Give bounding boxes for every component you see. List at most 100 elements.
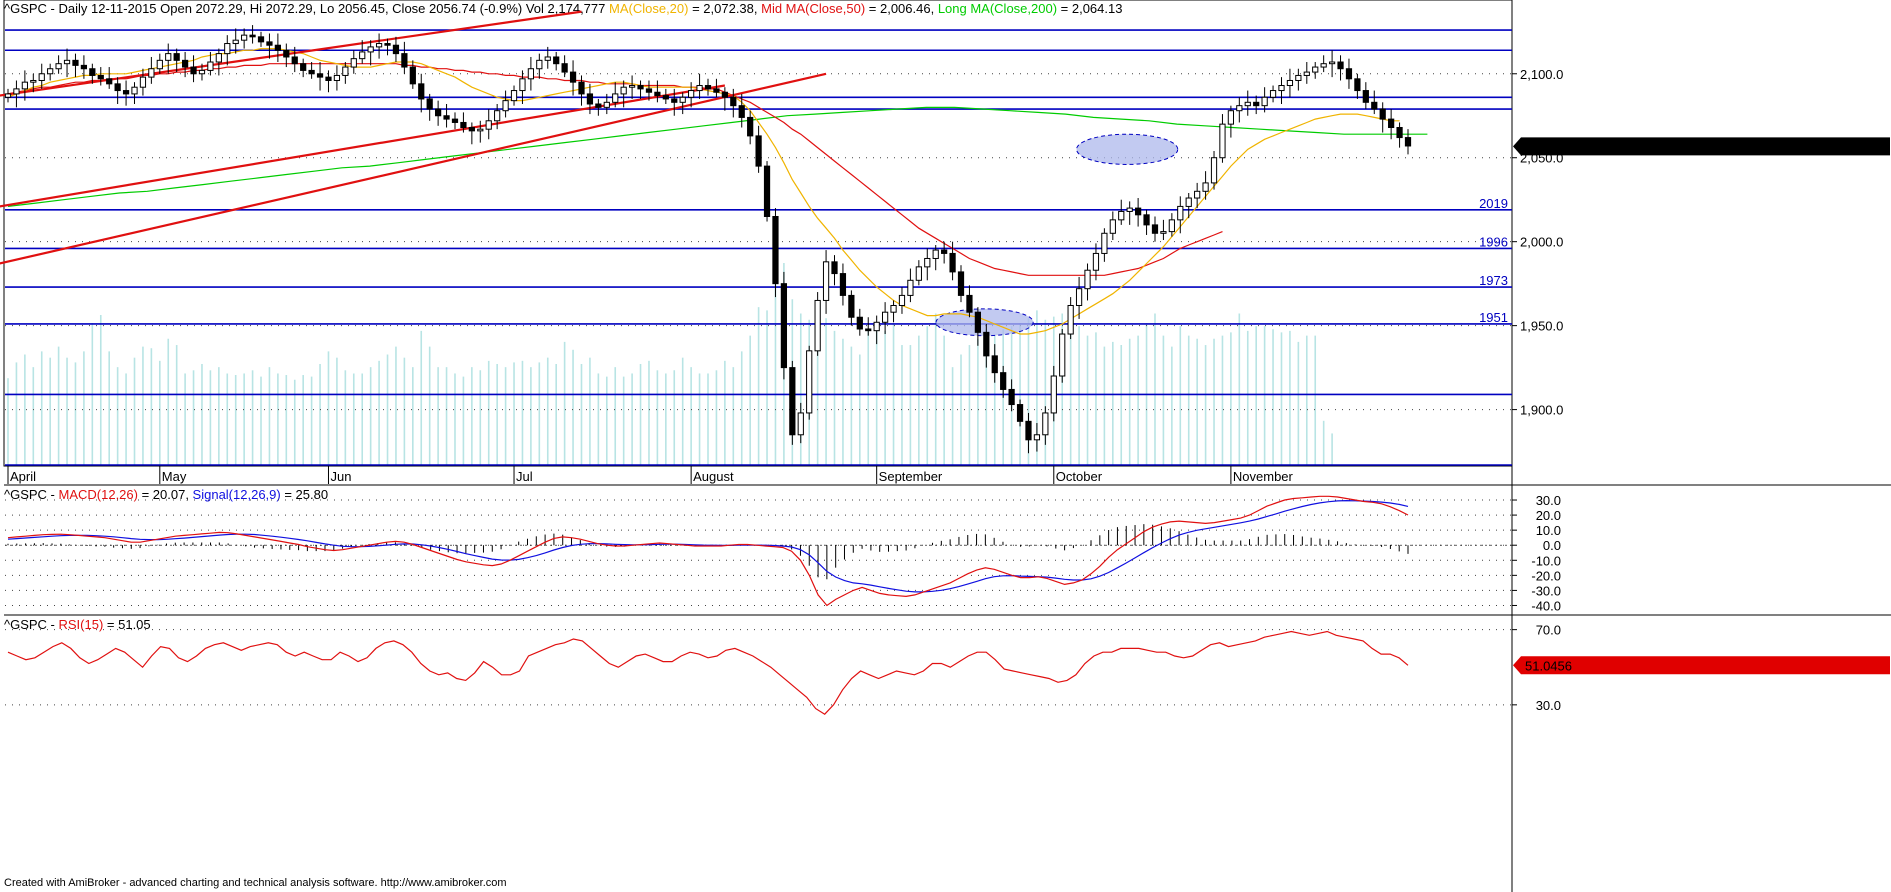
candle-up xyxy=(797,412,804,436)
candle-up xyxy=(1278,85,1285,92)
candle-down xyxy=(865,328,872,332)
candle-up xyxy=(1286,79,1294,87)
candle-up xyxy=(165,53,172,61)
candle-down xyxy=(662,95,669,100)
candle-down xyxy=(966,294,973,313)
candle-up xyxy=(477,128,484,132)
candle-up xyxy=(1219,123,1226,159)
candle-down xyxy=(730,96,737,107)
candle-up xyxy=(1227,110,1235,125)
candle-up xyxy=(148,68,155,78)
candle-down xyxy=(1354,78,1361,92)
candle-down xyxy=(114,83,121,92)
trend-line xyxy=(0,84,726,208)
candle-down xyxy=(1396,127,1403,139)
candle-down xyxy=(1379,108,1386,120)
month-label: August xyxy=(693,469,734,484)
candle-down xyxy=(291,56,298,65)
candle-up xyxy=(1033,434,1041,441)
rsi-line xyxy=(7,630,1409,715)
candle-up xyxy=(890,304,897,313)
candle-up xyxy=(1312,66,1319,73)
candle-up xyxy=(47,68,54,75)
candle-down xyxy=(1362,90,1369,103)
price-axis-label: 1,950.0 xyxy=(1520,319,1563,334)
candle-down xyxy=(1008,388,1015,406)
candle-up xyxy=(215,53,222,63)
candle-down xyxy=(89,68,96,76)
candle-up xyxy=(1101,232,1108,254)
candle-down xyxy=(1143,214,1150,226)
legend-ma50-value: = 2,006.46, xyxy=(865,1,935,16)
candle-down xyxy=(578,81,585,95)
candle-down xyxy=(283,49,290,58)
candle-up xyxy=(898,294,906,306)
candle-up xyxy=(342,66,349,76)
candle-down xyxy=(1371,101,1378,110)
rsi-axis-label: 70.0 xyxy=(1536,623,1561,638)
macd-axis-label: -20.0 xyxy=(1531,568,1561,583)
candle-down xyxy=(595,103,602,108)
candle-up xyxy=(1185,197,1192,207)
candle-up xyxy=(502,100,509,112)
candle-up xyxy=(519,78,526,92)
month-label: November xyxy=(1233,469,1294,484)
trend-line xyxy=(0,72,827,265)
candle-up xyxy=(232,39,239,45)
candle-down xyxy=(435,108,442,117)
legend-ma20-label: MA(Close,20) xyxy=(609,1,689,16)
candle-down xyxy=(190,66,197,75)
candle-down xyxy=(645,88,653,93)
candle-up xyxy=(63,59,71,65)
candle-up xyxy=(224,43,231,55)
ma200-line xyxy=(7,106,1428,207)
candle-up xyxy=(1303,71,1310,76)
candle-down xyxy=(704,85,712,90)
header-main-prefix: ^GSPC - Daily 12-11-2015 Open 2072.29, H… xyxy=(4,1,606,16)
candle-up xyxy=(1177,205,1184,221)
candle-up xyxy=(1067,304,1074,335)
candle-up xyxy=(375,43,383,48)
legend-macd-value: = 20.07, xyxy=(137,487,193,502)
candle-down xyxy=(1000,372,1007,390)
candle-down xyxy=(274,44,281,51)
macd-axis-label: -30.0 xyxy=(1531,583,1561,598)
candle-down xyxy=(974,311,981,333)
candle-up xyxy=(1210,157,1218,184)
candle-down xyxy=(418,83,425,100)
candle-up xyxy=(1118,210,1125,221)
candle-down xyxy=(949,252,956,273)
candle-up xyxy=(1042,412,1049,436)
macd-axis-label: 30.0 xyxy=(1536,493,1561,508)
candle-up xyxy=(1320,63,1327,68)
candle-up xyxy=(1295,74,1302,81)
month-label: April xyxy=(10,469,36,484)
macd-line xyxy=(7,495,1409,607)
last-close-badge xyxy=(1513,137,1890,156)
candle-down xyxy=(316,73,324,78)
legend-macd-label: MACD(12,26) xyxy=(58,487,138,502)
header-rsi-prefix: ^GSPC - xyxy=(4,617,59,632)
month-label: September xyxy=(879,469,943,484)
macd-axis-label: -40.0 xyxy=(1531,598,1561,613)
candle-down xyxy=(173,53,180,61)
legend-signal-value: = 25.80 xyxy=(280,487,329,502)
candle-up xyxy=(822,261,830,301)
candle-down xyxy=(991,355,998,374)
candle-up xyxy=(873,321,880,332)
legend-signal-label: Signal(12,26,9) xyxy=(192,487,281,502)
candle-up xyxy=(1092,252,1100,271)
candle-up xyxy=(510,90,518,102)
candle-up xyxy=(1328,61,1336,65)
rsi-axis-label: 30.0 xyxy=(1536,698,1561,713)
candle-up xyxy=(688,90,695,98)
candle-up xyxy=(1244,101,1251,107)
candle-up xyxy=(156,59,163,70)
candle-down xyxy=(1135,207,1142,216)
candle-up xyxy=(603,101,610,108)
candle-up xyxy=(536,59,543,70)
header-rsi: ^GSPC - RSI(15) = 51.05 xyxy=(4,617,151,632)
candle-up xyxy=(907,279,914,296)
candle-down xyxy=(755,135,762,167)
candle-down xyxy=(451,118,459,123)
